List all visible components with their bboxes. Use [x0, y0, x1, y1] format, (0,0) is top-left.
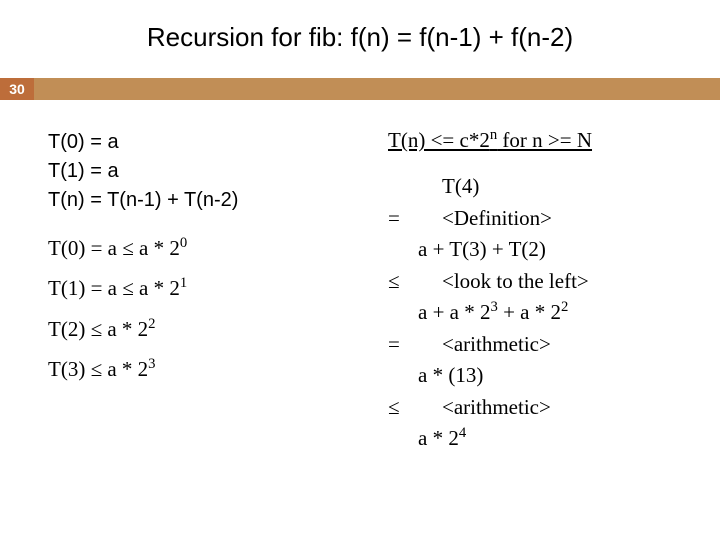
proof-body-7: a * (13) — [418, 360, 688, 392]
proof-body-4: <look to the left> — [418, 266, 688, 298]
proof-op-2: = — [388, 203, 418, 235]
recurrence-step: T(n) = T(n-1) + T(n-2) — [48, 186, 358, 215]
bound-t2: T(2) ≤ a * 22 — [48, 314, 358, 344]
proof-row-5: a + a * 23 + a * 22 — [388, 297, 688, 329]
proof-row-8: ≤ <arithmetic> — [388, 392, 688, 424]
bound-t1: T(1) = a ≤ a * 21 — [48, 273, 358, 303]
bound-t0: T(0) = a ≤ a * 20 — [48, 233, 358, 263]
proof-5-exp2: 2 — [561, 299, 568, 315]
proof-body-2: <Definition> — [418, 203, 688, 235]
claim-rhs: for n >= N — [497, 128, 592, 152]
proof-5-mid: + a * 2 — [498, 300, 561, 324]
recurrence-base-1: T(1) = a — [48, 157, 358, 186]
bound-t2-exp: 2 — [148, 316, 155, 332]
bound-t1-exp: 1 — [180, 275, 187, 291]
proof-op-4: ≤ — [388, 266, 418, 298]
proof-op-1 — [388, 171, 418, 203]
page-number: 30 — [0, 78, 34, 100]
proof-op-8: ≤ — [388, 392, 418, 424]
proof-body-3: a + T(3) + T(2) — [418, 234, 688, 266]
bound-t3: T(3) ≤ a * 23 — [48, 354, 358, 384]
right-column: T(n) <= c*2n for n >= N T(4) = <Definiti… — [388, 128, 688, 455]
proof-op-6: = — [388, 329, 418, 361]
proof-body-8: <arithmetic> — [418, 392, 688, 424]
claim-lhs: T(n) <= c*2 — [388, 128, 490, 152]
bound-t0-exp: 0 — [180, 235, 187, 251]
proof-body-1: T(4) — [418, 171, 688, 203]
proof-row-2: = <Definition> — [388, 203, 688, 235]
proof-row-3: a + T(3) + T(2) — [388, 234, 688, 266]
proof-op-3 — [388, 234, 418, 266]
bound-t2-text: T(2) ≤ a * 2 — [48, 317, 148, 341]
proof-row-1: T(4) — [388, 171, 688, 203]
bound-t0-text: T(0) = a ≤ a * 2 — [48, 236, 180, 260]
proof-row-4: ≤ <look to the left> — [388, 266, 688, 298]
left-column: T(0) = a T(1) = a T(n) = T(n-1) + T(n-2)… — [48, 128, 358, 385]
proof-5-a: a + a * 2 — [418, 300, 491, 324]
proof-op-5 — [388, 297, 418, 329]
page-number-bar — [0, 78, 720, 100]
proof-row-6: = <arithmetic> — [388, 329, 688, 361]
bound-t3-text: T(3) ≤ a * 2 — [48, 357, 148, 381]
inductive-claim: T(n) <= c*2n for n >= N — [388, 128, 688, 153]
proof-op-9 — [388, 423, 418, 455]
slide-title: Recursion for fib: f(n) = f(n-1) + f(n-2… — [0, 22, 720, 53]
proof-op-7 — [388, 360, 418, 392]
proof-row-7: a * (13) — [388, 360, 688, 392]
bound-t1-text: T(1) = a ≤ a * 2 — [48, 276, 180, 300]
proof-9-a: a * 2 — [418, 426, 459, 450]
proof-body-5: a + a * 23 + a * 22 — [418, 297, 688, 329]
proof-body-6: <arithmetic> — [418, 329, 688, 361]
proof-body-9: a * 24 — [418, 423, 688, 455]
proof-9-exp: 4 — [459, 425, 466, 441]
bound-t3-exp: 3 — [148, 356, 155, 372]
proof-5-exp1: 3 — [491, 299, 498, 315]
proof-row-9: a * 24 — [388, 423, 688, 455]
recurrence-base-0: T(0) = a — [48, 128, 358, 157]
